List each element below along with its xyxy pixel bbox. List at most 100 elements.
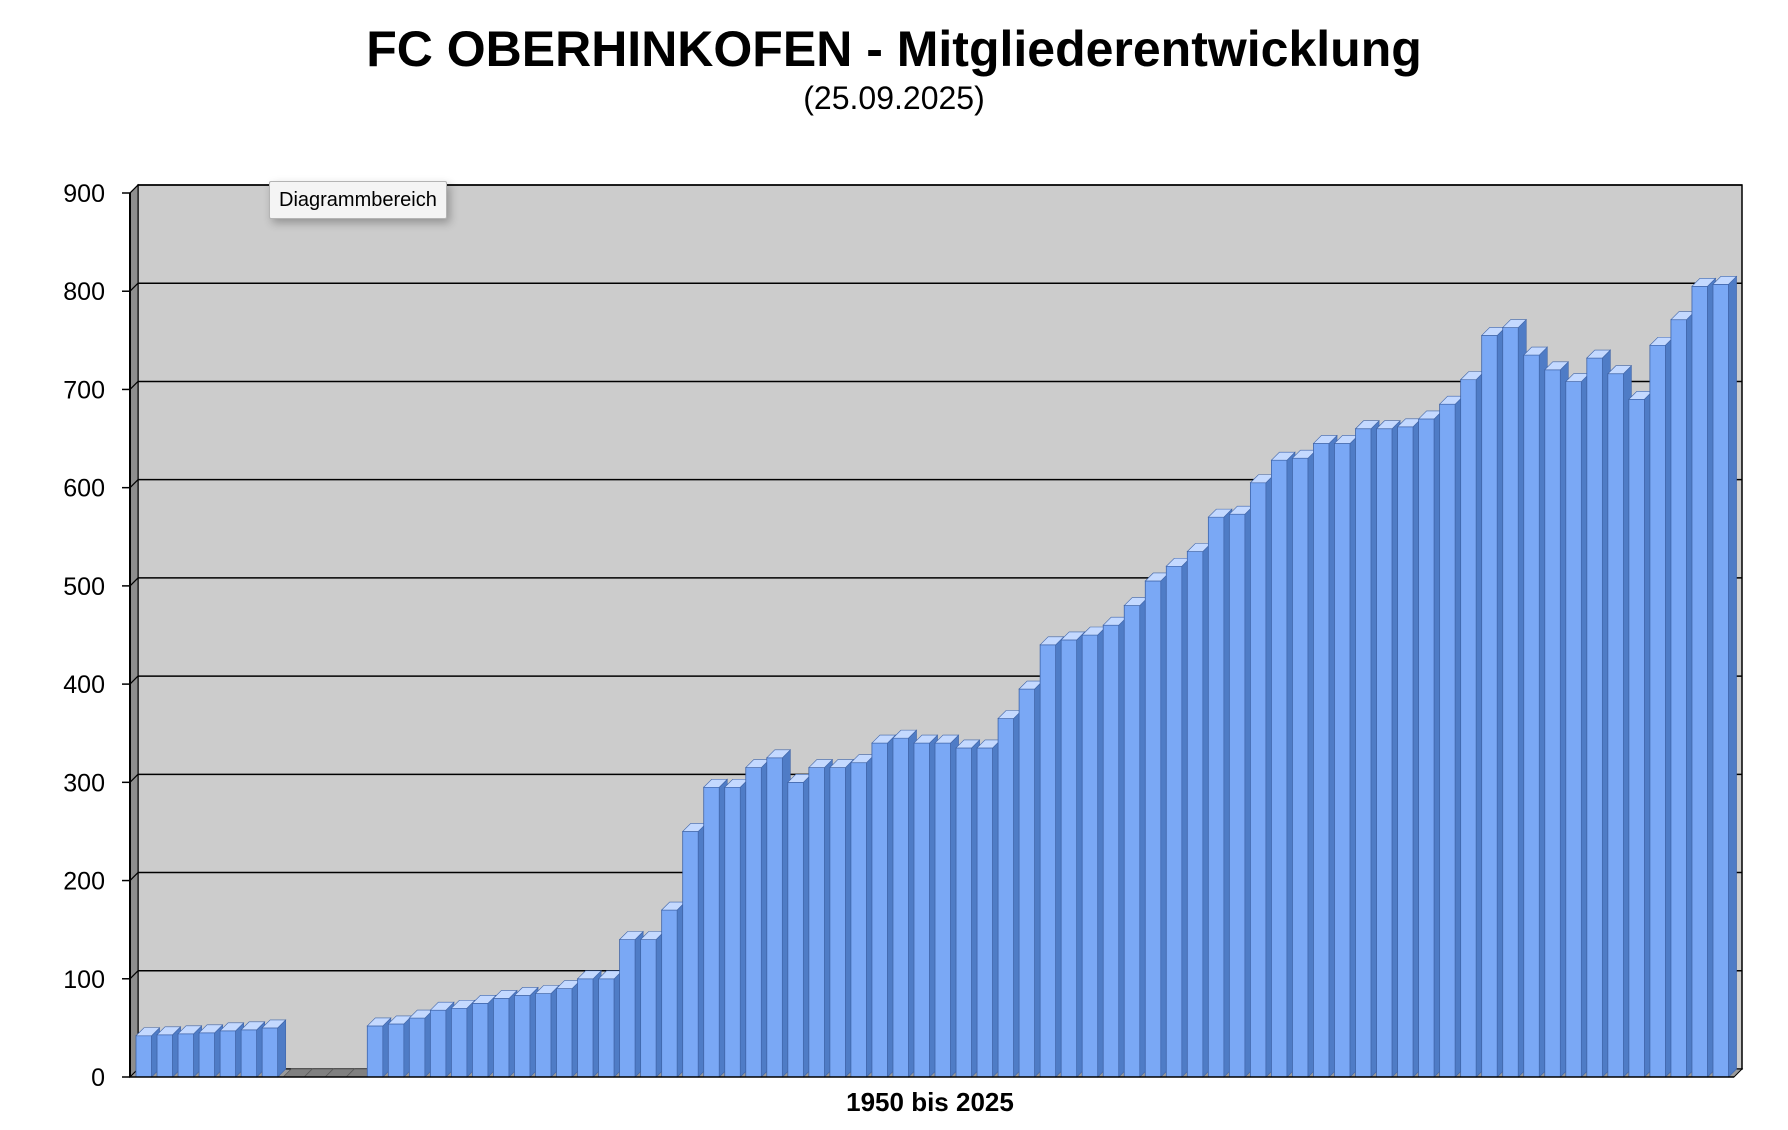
- bar-front: [387, 1023, 405, 1078]
- bar: [1291, 449, 1317, 1078]
- bar-top: [492, 990, 518, 999]
- bar: [1607, 365, 1633, 1078]
- bar-front: [261, 1027, 279, 1078]
- bar: [850, 753, 876, 1078]
- bar: [766, 749, 792, 1078]
- bar-top: [156, 1026, 182, 1036]
- bar: [1523, 346, 1549, 1078]
- y-tick-label: 500: [63, 573, 105, 601]
- bar: [745, 758, 771, 1078]
- bar-front: [1502, 327, 1519, 1078]
- bar-front: [472, 1002, 489, 1078]
- bar: [513, 986, 539, 1078]
- bar-front: [1144, 580, 1162, 1078]
- gridline-wall-segment: [129, 479, 139, 489]
- bar-top: [1691, 278, 1717, 287]
- bar: [219, 1022, 245, 1078]
- bar-front: [1060, 639, 1078, 1078]
- bar-front: [934, 742, 951, 1078]
- y-tick-label: 900: [63, 180, 105, 208]
- bar-front: [577, 978, 594, 1078]
- bar: [1501, 318, 1527, 1078]
- bar-front: [450, 1007, 468, 1078]
- bar-top: [1060, 631, 1086, 641]
- bar-front: [1376, 428, 1393, 1078]
- bar: [261, 1019, 287, 1078]
- y-tick-label: 400: [63, 671, 105, 699]
- bar-front: [1334, 443, 1351, 1078]
- bar: [702, 778, 728, 1078]
- bar: [366, 1017, 392, 1078]
- bar: [1060, 631, 1086, 1078]
- bar-front: [1397, 426, 1414, 1078]
- bar-front: [850, 762, 867, 1078]
- bar: [1565, 372, 1591, 1078]
- bar-top: [766, 749, 792, 759]
- bar: [724, 778, 750, 1078]
- bar-front: [871, 742, 888, 1078]
- bar: [1102, 616, 1128, 1078]
- bar: [1649, 336, 1675, 1078]
- bar-front: [219, 1030, 237, 1078]
- y-tick-label: 600: [63, 475, 105, 503]
- bar: [597, 970, 623, 1078]
- bar-front: [1018, 688, 1036, 1078]
- bar-front: [493, 998, 510, 1078]
- bar-front: [429, 1009, 447, 1078]
- chart-area-tooltip: Diagrammbereich: [269, 181, 447, 219]
- bar: [198, 1024, 224, 1078]
- bar: [387, 1015, 413, 1078]
- bar-top: [576, 970, 602, 980]
- bar-front: [1523, 354, 1540, 1078]
- bar-front: [682, 831, 699, 1078]
- y-tick-label: 0: [91, 1064, 105, 1092]
- bar-top: [829, 759, 855, 768]
- bar-front: [1460, 379, 1477, 1078]
- bar-top: [1544, 361, 1570, 371]
- bar-top: [808, 759, 834, 768]
- bar: [997, 709, 1023, 1078]
- bar: [1333, 434, 1359, 1078]
- bar-top: [892, 729, 918, 739]
- bar: [618, 930, 644, 1078]
- bar-top: [1207, 508, 1233, 518]
- bar-top: [1312, 435, 1338, 444]
- bar-top: [1270, 451, 1296, 461]
- bar-top: [219, 1022, 245, 1032]
- bar: [156, 1026, 182, 1078]
- bar: [1459, 370, 1485, 1078]
- bar-front: [1186, 551, 1204, 1078]
- bar-front: [745, 767, 762, 1078]
- bar-top: [198, 1024, 224, 1034]
- bar: [913, 734, 939, 1078]
- bar-front: [808, 767, 825, 1078]
- bar: [660, 901, 686, 1078]
- bar: [1270, 451, 1296, 1078]
- bar-top: [955, 739, 981, 749]
- bar-front: [1313, 443, 1330, 1078]
- bar-front: [724, 786, 741, 1078]
- bar: [787, 773, 813, 1078]
- bar: [1165, 557, 1191, 1078]
- bar-front: [892, 737, 909, 1078]
- bar-front: [1712, 283, 1729, 1078]
- y-tick-label: 800: [63, 278, 105, 306]
- bar-top: [1607, 365, 1633, 375]
- chart-title: FC OBERHINKOFEN - Mitgliederentwicklung: [366, 21, 1422, 77]
- bar-front: [1418, 418, 1435, 1078]
- bar-side: [1728, 275, 1737, 1078]
- bar-front: [1039, 644, 1057, 1078]
- bar: [177, 1025, 203, 1078]
- y-tick-label: 100: [63, 966, 105, 994]
- gridline-wall-segment: [129, 675, 139, 685]
- bar-front: [408, 1017, 426, 1078]
- bar: [934, 734, 960, 1078]
- bar: [829, 758, 855, 1078]
- bar-front: [913, 742, 930, 1078]
- y-axis: 0 100 200 300 400 500 600 700 800 900: [63, 180, 1734, 1092]
- bar: [955, 739, 981, 1078]
- bar-front: [766, 757, 783, 1078]
- bar-top: [240, 1021, 266, 1031]
- bar: [576, 970, 602, 1078]
